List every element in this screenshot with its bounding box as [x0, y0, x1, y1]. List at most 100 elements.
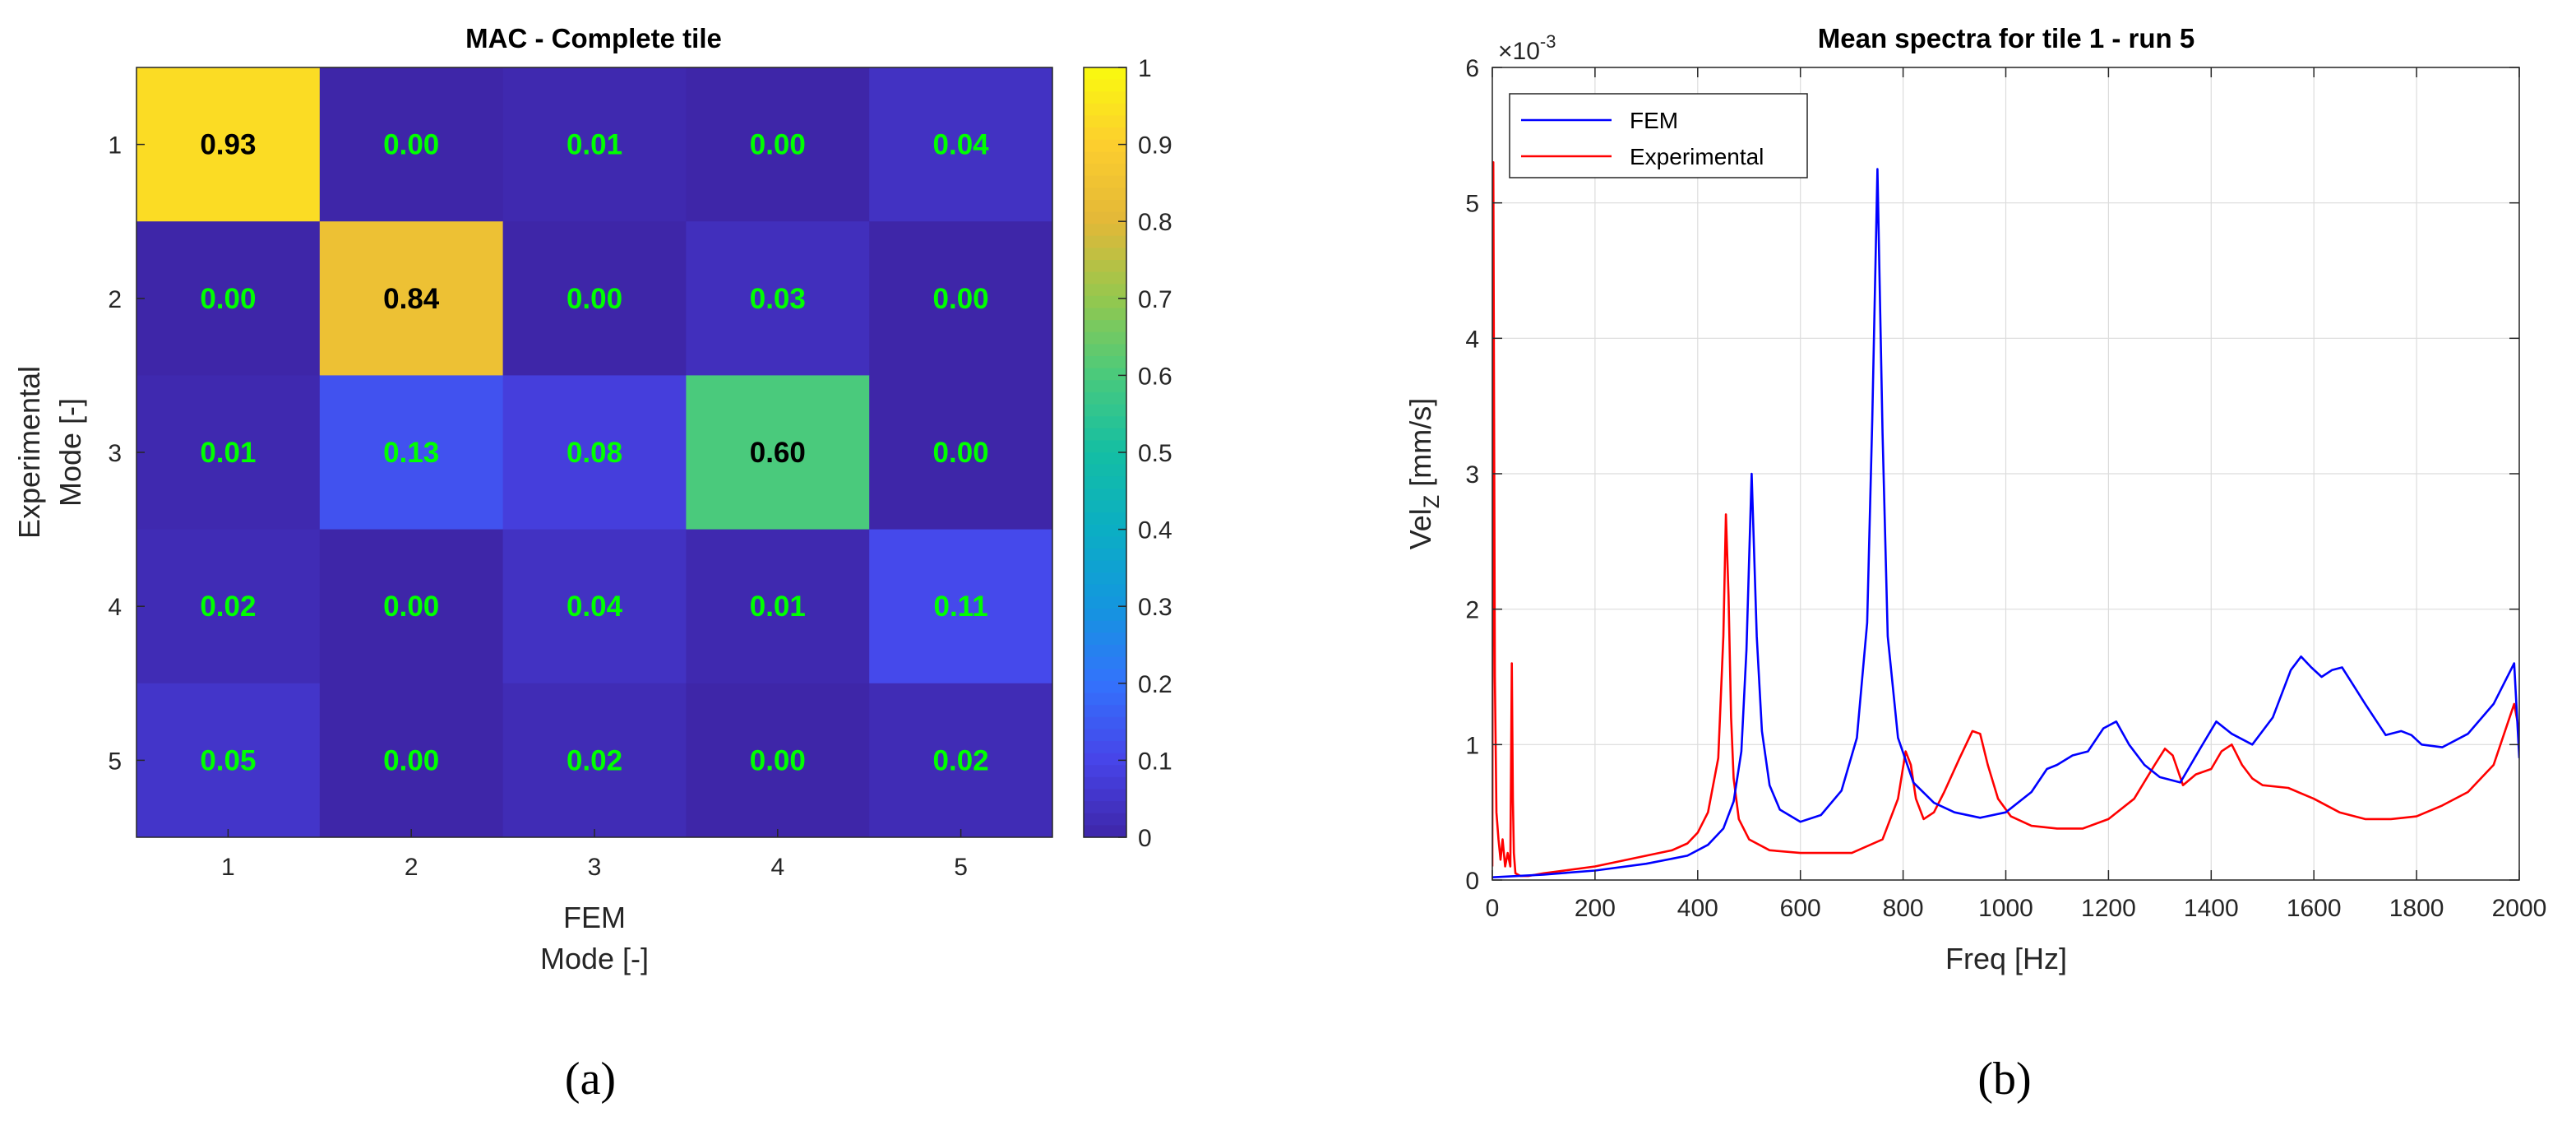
heatmap-cell-r5-c5	[869, 683, 1053, 838]
line-xtick-10: 1800	[2389, 895, 2444, 922]
heatmap-ytick-4: 4	[108, 594, 122, 621]
colorbar-segment-38	[1084, 512, 1126, 526]
colorbar-segment-48	[1084, 632, 1126, 646]
legend-box	[1509, 93, 1808, 178]
caption-a: (a)	[565, 1054, 616, 1105]
legend-fem-label: FEM	[1630, 108, 1678, 133]
y-exponent: ×10-3	[1498, 31, 1556, 65]
line-ytick-1: 0	[1465, 868, 1479, 895]
colorbar-tick-2: 0.1	[1138, 748, 1172, 775]
colorbar-segment-12	[1084, 199, 1126, 213]
colorbar-segment-27	[1084, 380, 1126, 393]
series-line-fem	[1492, 168, 2519, 878]
colorbar-segment-16	[1084, 248, 1126, 261]
colorbar-tick-9: 0.8	[1138, 209, 1172, 236]
colorbar-segment-19	[1084, 284, 1126, 297]
colorbar-tick-11: 1	[1138, 55, 1152, 82]
colorbar-segment-14	[1084, 224, 1126, 237]
heatmap-ytick-5: 5	[108, 748, 122, 775]
colorbar-segment-23	[1084, 331, 1126, 345]
heatmap-cell-r4-c3	[502, 529, 687, 684]
heatmap-cell-r3-c5	[869, 375, 1053, 530]
colorbar-segment-59	[1084, 765, 1126, 778]
heatmap-value-r4-c2: 0.00	[383, 591, 439, 623]
legend-experimental-label: Experimental	[1630, 144, 1764, 169]
heatmap-value-r3-c3: 0.08	[567, 437, 622, 469]
heatmap-ylabel-line1: Experimental	[12, 366, 46, 539]
line-xtick-4: 600	[1780, 895, 1821, 922]
colorbar-segment-47	[1084, 620, 1126, 633]
colorbar-segment-3	[1084, 91, 1126, 104]
heatmap-cell-r2-c2	[319, 221, 504, 376]
heatmap-value-r2-c2: 0.84	[383, 283, 440, 315]
colorbar-segment-9	[1084, 164, 1126, 177]
heatmap-ytick-3: 3	[108, 440, 122, 467]
colorbar-tick-1: 0	[1138, 825, 1152, 852]
colorbar-segment-58	[1084, 753, 1126, 766]
heatmap-value-r1-c4: 0.00	[750, 129, 806, 161]
colorbar-segment-11	[1084, 188, 1126, 201]
colorbar-tick-3: 0.2	[1138, 671, 1172, 698]
heatmap-xlabel-line2: Mode [-]	[540, 942, 649, 975]
heatmap-cell-r5-c4	[686, 683, 870, 838]
line-ytick-6: 5	[1465, 191, 1479, 218]
heatmap-value-r2-c1: 0.00	[200, 283, 256, 315]
heatmap-value-r4-c5: 0.11	[933, 591, 987, 623]
heatmap-xtick-1: 1	[221, 854, 235, 881]
line-ytick-4: 3	[1465, 461, 1479, 489]
colorbar-segment-7	[1084, 139, 1126, 152]
heatmap-value-r5-c1: 0.05	[200, 744, 256, 776]
heatmap-value-r3-c5: 0.00	[933, 437, 989, 469]
line-x-ticks: 0 200 400 600 800 1000 1200 1400 1600 1800 2000	[1486, 67, 2546, 922]
colorbar-segment-24	[1084, 344, 1126, 357]
colorbar-segment-41	[1084, 549, 1126, 562]
colorbar-segment-46	[1084, 609, 1126, 622]
colorbar-segment-44	[1084, 584, 1126, 598]
colorbar-segment-52	[1084, 680, 1126, 694]
colorbar-segment-25	[1084, 356, 1126, 369]
heatmap-cell-r4-c1	[136, 529, 321, 684]
heatmap-ylabel-line2: Mode [-]	[53, 398, 87, 507]
heatmap-cell-r4-c4	[686, 529, 870, 684]
heatmap-title: MAC - Complete tile	[465, 23, 722, 53]
heatmap-value-r1-c5: 0.04	[933, 129, 990, 161]
colorbar-segment-33	[1084, 452, 1126, 466]
colorbar-segment-45	[1084, 596, 1126, 609]
colorbar-segment-40	[1084, 536, 1126, 549]
heatmap-cell-r3-c2	[319, 375, 504, 530]
colorbar-segment-57	[1084, 741, 1126, 754]
heatmap-value-r2-c4: 0.03	[750, 283, 806, 315]
heatmap-cell-r2-c4	[686, 221, 870, 376]
colorbar-segment-62	[1084, 801, 1126, 814]
colorbar-tick-10: 0.9	[1138, 132, 1172, 160]
colorbar-tick-5: 0.4	[1138, 517, 1172, 544]
colorbar-segment-8	[1084, 151, 1126, 164]
heatmap-value-r5-c2: 0.00	[383, 744, 439, 776]
colorbar-segment-36	[1084, 488, 1126, 502]
heatmap-cell-r5-c1	[136, 683, 321, 838]
line-xlabel: Freq [Hz]	[1945, 942, 2067, 975]
colorbar-segment-6	[1084, 127, 1126, 141]
line-xtick-2: 200	[1575, 895, 1616, 922]
colorbar-segment-28	[1084, 391, 1126, 405]
heatmap-y-ticks: 1 2 3 4 5	[108, 132, 145, 775]
heatmap-cell-r1-c5	[869, 67, 1053, 222]
colorbar-ticks: 0 0.1 0.2 0.3 0.4 0.5 0.6 0.7 0.8 0.9 1	[1118, 55, 1172, 852]
colorbar-segment-10	[1084, 175, 1126, 188]
heatmap-x-ticks: 1 2 3 4 5	[221, 829, 968, 881]
heatmap-cell-r2-c3	[502, 221, 687, 376]
line-series-group	[1492, 161, 2519, 878]
colorbar-segment-39	[1084, 524, 1126, 537]
colorbar-segment-26	[1084, 368, 1126, 381]
series-line-experimental	[1492, 161, 2519, 878]
colorbar-segment-61	[1084, 789, 1126, 802]
heatmap-cell-r3-c1	[136, 375, 321, 530]
colorbar-segment-53	[1084, 693, 1126, 706]
heatmap-value-r3-c2: 0.13	[383, 437, 439, 469]
heatmap-cell-r3-c3	[502, 375, 687, 530]
colorbar-segment-20	[1084, 295, 1126, 309]
colorbar-segment-17	[1084, 260, 1126, 273]
colorbar-tick-6: 0.5	[1138, 440, 1172, 467]
heatmap-value-r1-c1: 0.93	[200, 129, 256, 161]
mac-heatmap-panel: MAC - Complete tile 0.93 0.00 0.01 0.00 0.04…	[12, 23, 1172, 1105]
